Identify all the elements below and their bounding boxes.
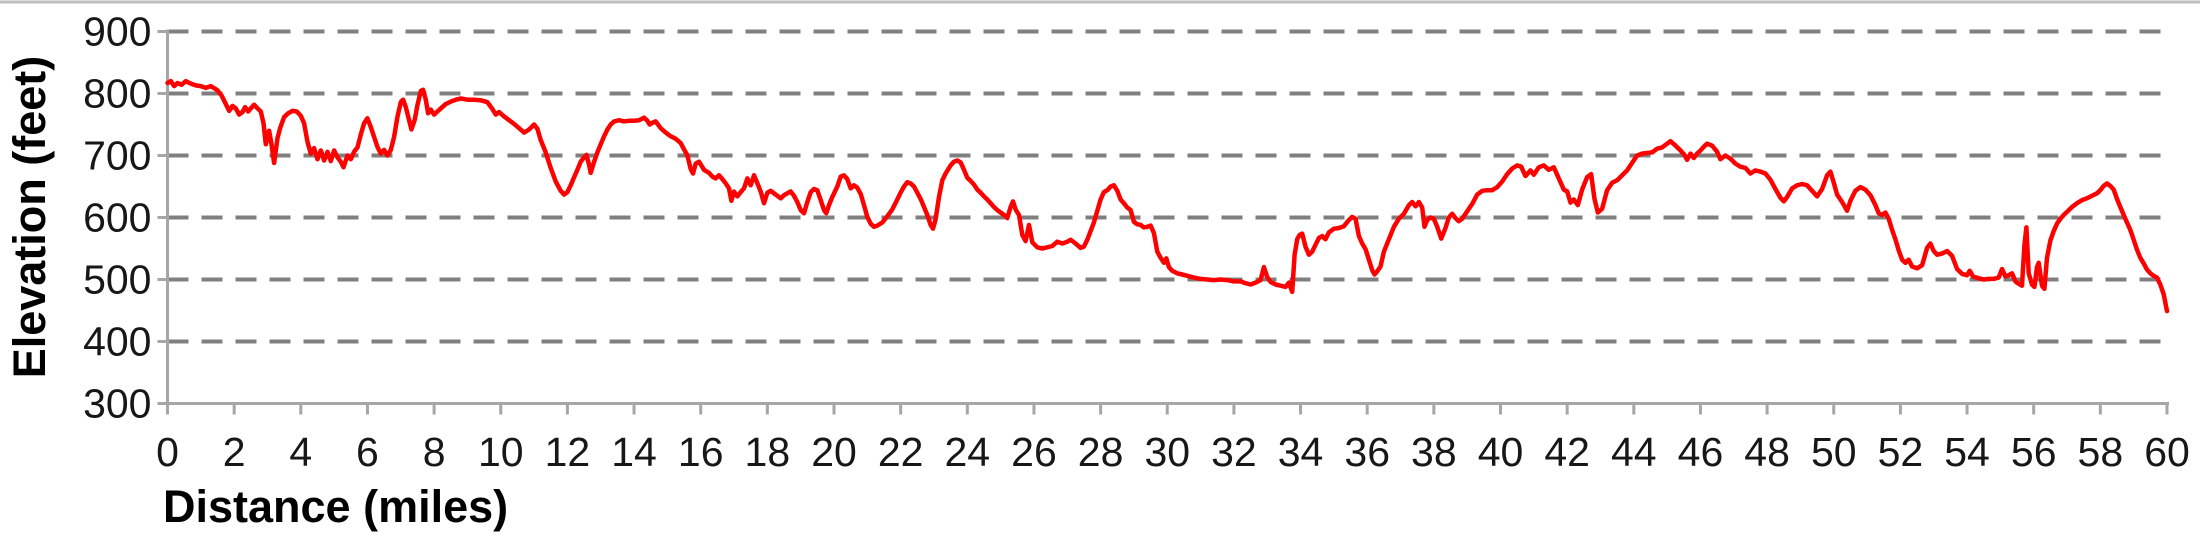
- x-tick-label-28: 28: [1078, 429, 1124, 475]
- x-tick-label-8: 8: [423, 429, 446, 475]
- x-tick-label-40: 40: [1478, 429, 1524, 475]
- gridlines: [167, 29, 2167, 344]
- x-tick-label-38: 38: [1411, 429, 1457, 475]
- x-tick-label-56: 56: [2011, 429, 2057, 475]
- x-tick-label-26: 26: [1011, 429, 1057, 475]
- y-tick-label-900: 900: [83, 9, 151, 55]
- x-tick-label-0: 0: [156, 429, 179, 475]
- y-tick-label-300: 300: [83, 381, 151, 427]
- x-tick-label-50: 50: [1811, 429, 1857, 475]
- x-tick-label-42: 42: [1544, 429, 1590, 475]
- x-tick-label-34: 34: [1278, 429, 1324, 475]
- x-tick-label-16: 16: [678, 429, 724, 475]
- axes: [157, 29, 2169, 415]
- x-tick-label-10: 10: [478, 429, 524, 475]
- y-axis-tick-labels: 300 400 500 600 700 800 900: [83, 9, 151, 427]
- y-tick-label-600: 600: [83, 195, 151, 241]
- x-axis-title: Distance (miles): [163, 481, 508, 532]
- x-tick-label-24: 24: [944, 429, 990, 475]
- x-tick-label-6: 6: [356, 429, 379, 475]
- axis-ticks: [157, 30, 2169, 415]
- x-tick-label-18: 18: [745, 429, 791, 475]
- x-tick-label-44: 44: [1611, 429, 1657, 475]
- y-tick-label-800: 800: [83, 71, 151, 117]
- x-tick-label-58: 58: [2078, 429, 2124, 475]
- y-axis-title: Elevation (feet): [4, 56, 55, 379]
- x-tick-label-54: 54: [1944, 429, 1990, 475]
- x-axis-tick-labels: 0 2 4 6 8 10 12 14 16 18 20 22 24 26 28 30 32 34 36 38 40 42 4…: [156, 429, 2190, 475]
- x-tick-label-48: 48: [1744, 429, 1790, 475]
- x-tick-label-46: 46: [1678, 429, 1724, 475]
- x-tick-label-52: 52: [1878, 429, 1924, 475]
- y-tick-label-700: 700: [83, 133, 151, 179]
- x-tick-label-4: 4: [289, 429, 312, 475]
- x-tick-label-60: 60: [2144, 429, 2190, 475]
- x-tick-label-30: 30: [1144, 429, 1190, 475]
- x-tick-label-20: 20: [811, 429, 857, 475]
- x-tick-label-14: 14: [611, 429, 657, 475]
- x-tick-label-12: 12: [545, 429, 591, 475]
- x-tick-label-32: 32: [1211, 429, 1257, 475]
- y-tick-label-500: 500: [83, 257, 151, 303]
- x-tick-label-2: 2: [223, 429, 246, 475]
- elevation-series-line: [165, 78, 2170, 314]
- x-tick-label-22: 22: [878, 429, 924, 475]
- y-tick-label-400: 400: [83, 319, 151, 365]
- x-tick-label-36: 36: [1344, 429, 1390, 475]
